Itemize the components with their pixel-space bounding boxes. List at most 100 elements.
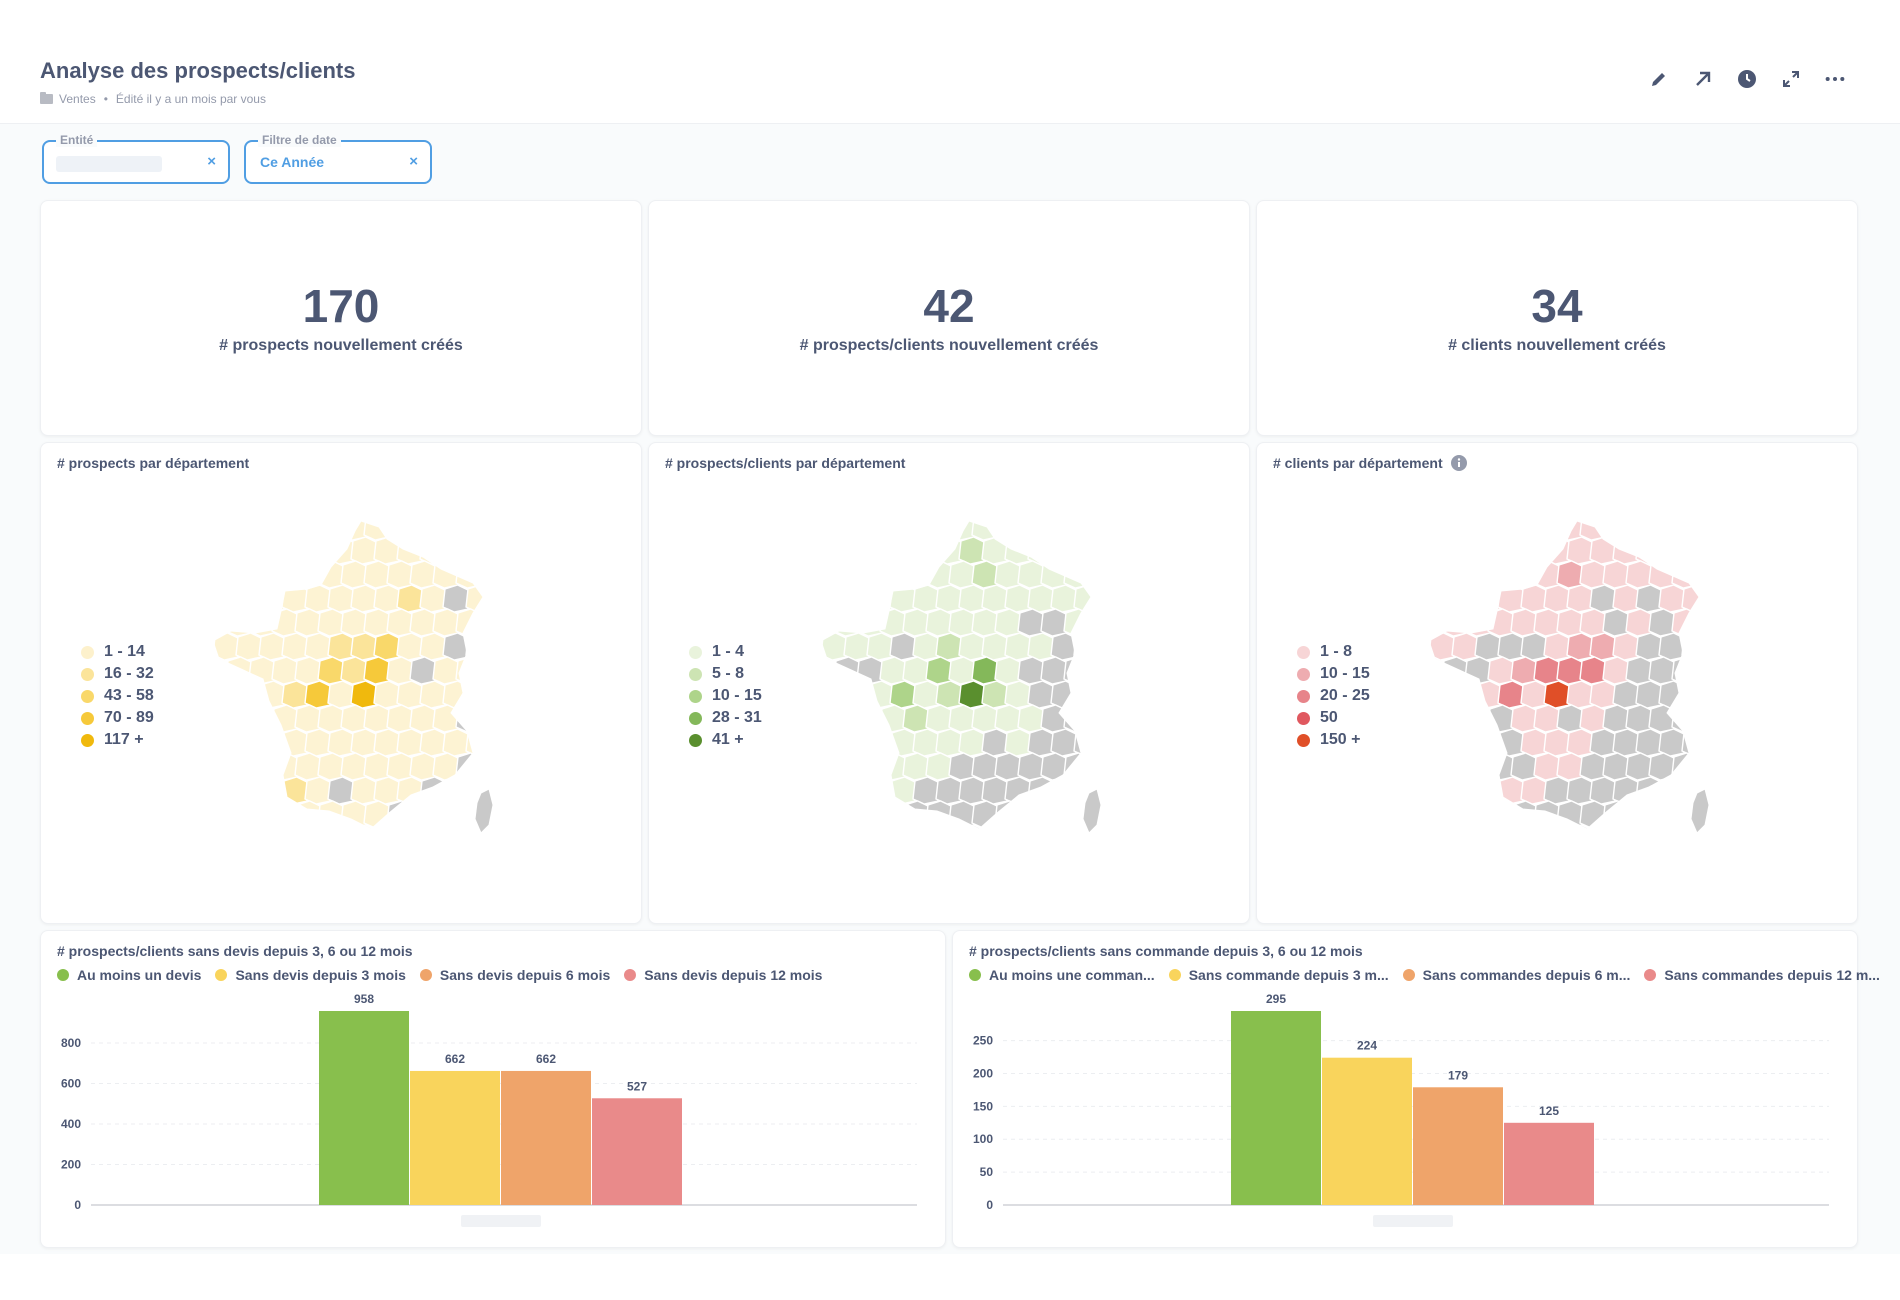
scalar-label[interactable]: # clients nouvellement créés: [1448, 337, 1666, 354]
department-region[interactable]: [1474, 728, 1503, 757]
department-region[interactable]: [843, 680, 872, 709]
department-region[interactable]: [225, 752, 254, 781]
department-region[interactable]: [1556, 608, 1585, 637]
department-region[interactable]: [419, 680, 448, 709]
department-region[interactable]: [1464, 704, 1493, 733]
department-region[interactable]: [327, 632, 356, 661]
department-region[interactable]: [1510, 608, 1539, 637]
department-region[interactable]: [1579, 656, 1608, 685]
department-region[interactable]: [489, 825, 501, 852]
department-region[interactable]: [271, 608, 300, 637]
department-region[interactable]: [821, 824, 849, 852]
department-region[interactable]: [1520, 584, 1549, 613]
department-region[interactable]: [1520, 632, 1549, 661]
department-region[interactable]: [1017, 513, 1046, 541]
department-region[interactable]: [879, 800, 908, 829]
department-region[interactable]: [409, 752, 438, 781]
department-region[interactable]: [971, 608, 1000, 637]
legend-item[interactable]: Au moins un devis: [57, 967, 201, 983]
department-region[interactable]: [442, 536, 471, 565]
department-region[interactable]: [1566, 536, 1595, 565]
department-region[interactable]: [821, 776, 849, 805]
department-region[interactable]: [1497, 728, 1526, 757]
department-region[interactable]: [304, 536, 333, 565]
department-region[interactable]: [819, 513, 839, 541]
department-region[interactable]: [1612, 728, 1641, 757]
department-region[interactable]: [1635, 584, 1664, 613]
bar[interactable]: [1504, 1122, 1594, 1205]
department-region[interactable]: [1487, 560, 1516, 589]
department-region[interactable]: [1520, 536, 1549, 565]
department-region[interactable]: [889, 680, 918, 709]
department-region[interactable]: [432, 752, 461, 781]
department-region[interactable]: [489, 729, 501, 756]
department-region[interactable]: [419, 536, 448, 565]
department-region[interactable]: [465, 632, 493, 661]
department-region[interactable]: [213, 584, 241, 613]
department-region[interactable]: [833, 752, 862, 781]
department-region[interactable]: [386, 656, 415, 685]
department-region[interactable]: [1050, 728, 1079, 757]
department-region[interactable]: [258, 728, 287, 757]
department-region[interactable]: [958, 536, 987, 565]
department-region[interactable]: [235, 776, 264, 805]
department-region[interactable]: [409, 608, 438, 637]
department-region[interactable]: [1017, 656, 1046, 685]
department-region[interactable]: [340, 704, 369, 733]
department-region[interactable]: [1464, 752, 1493, 781]
department-region[interactable]: [1612, 632, 1641, 661]
department-region[interactable]: [958, 632, 987, 661]
department-region[interactable]: [455, 608, 483, 637]
department-region[interactable]: [879, 513, 908, 541]
department-region[interactable]: [294, 513, 323, 541]
department-region[interactable]: [327, 680, 356, 709]
department-region[interactable]: [248, 800, 277, 829]
department-region[interactable]: [1474, 632, 1503, 661]
department-region[interactable]: [866, 776, 895, 805]
department-region[interactable]: [373, 824, 402, 852]
department-region[interactable]: [1027, 824, 1056, 852]
department-region[interactable]: [317, 752, 346, 781]
bar[interactable]: [319, 1011, 409, 1205]
department-region[interactable]: [1040, 560, 1069, 589]
department-region[interactable]: [1625, 656, 1654, 685]
department-region[interactable]: [994, 800, 1023, 829]
department-region[interactable]: [235, 584, 264, 613]
department-region[interactable]: [1543, 824, 1572, 852]
department-region[interactable]: [1097, 729, 1109, 756]
department-region[interactable]: [889, 536, 918, 565]
france-map[interactable]: [1427, 513, 1717, 853]
department-region[interactable]: [304, 680, 333, 709]
legend-item[interactable]: Sans devis depuis 12 mois: [624, 967, 822, 983]
department-region[interactable]: [902, 513, 931, 541]
department-region[interactable]: [213, 632, 241, 661]
department-region[interactable]: [1464, 800, 1493, 829]
department-region[interactable]: [1694, 656, 1717, 685]
department-region[interactable]: [1429, 776, 1457, 805]
department-region[interactable]: [304, 776, 333, 805]
department-region[interactable]: [1705, 825, 1717, 852]
close-icon[interactable]: ×: [207, 153, 216, 170]
department-region[interactable]: [281, 680, 310, 709]
department-region[interactable]: [843, 536, 872, 565]
department-region[interactable]: [821, 536, 849, 565]
department-region[interactable]: [994, 704, 1023, 733]
department-region[interactable]: [281, 728, 310, 757]
department-region[interactable]: [1648, 752, 1677, 781]
department-region[interactable]: [948, 513, 977, 541]
department-region[interactable]: [489, 681, 501, 708]
department-region[interactable]: [1451, 824, 1480, 852]
scalar-label[interactable]: # prospects/clients nouvellement créés: [799, 337, 1099, 354]
department-region[interactable]: [1648, 608, 1677, 637]
department-region[interactable]: [317, 800, 346, 829]
department-region[interactable]: [1635, 824, 1664, 852]
department-region[interactable]: [248, 656, 277, 685]
department-region[interactable]: [994, 608, 1023, 637]
department-region[interactable]: [213, 680, 241, 709]
department-region[interactable]: [866, 536, 895, 565]
department-region[interactable]: [432, 608, 461, 637]
info-icon[interactable]: [1450, 455, 1467, 471]
department-region[interactable]: [1086, 656, 1109, 685]
department-region[interactable]: [856, 560, 885, 589]
department-region[interactable]: [912, 824, 941, 852]
